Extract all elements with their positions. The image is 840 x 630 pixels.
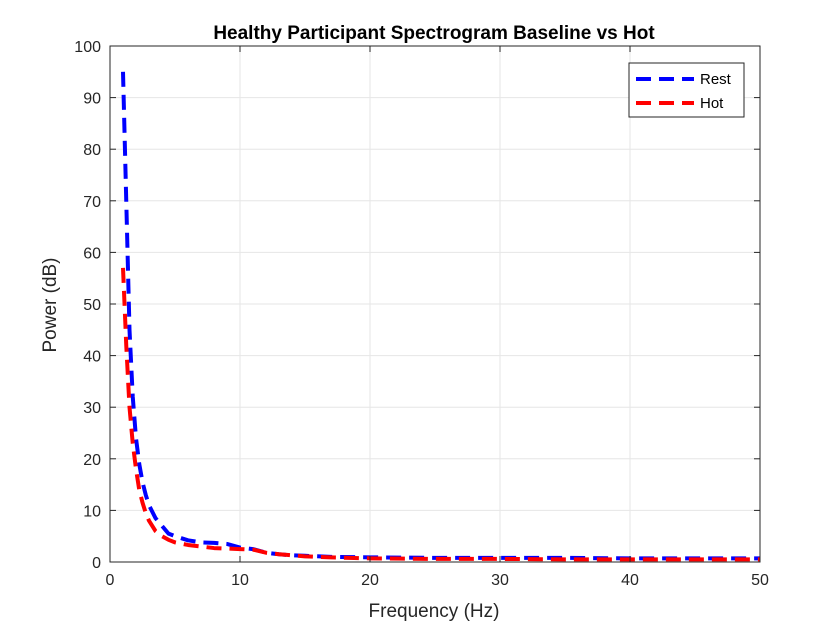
series-line-hot xyxy=(121,267,760,562)
grid-layer xyxy=(109,45,761,563)
x-tick-label-0: 0 xyxy=(106,572,115,589)
x-tick-label-30: 30 xyxy=(491,572,509,589)
y-tick-label-90: 90 xyxy=(83,91,101,108)
y-tick-label-40: 40 xyxy=(83,349,101,366)
y-tick-label-20: 20 xyxy=(83,452,101,469)
x-tick-label-10: 10 xyxy=(231,572,249,589)
y-tick-label-0: 0 xyxy=(92,555,101,572)
ticks-layer: 0 10 20 30 40 50 0 10 20 30 40 50 60 70 80 90 100 xyxy=(74,39,769,589)
series-layer xyxy=(121,71,760,562)
legend: Rest Hot xyxy=(628,62,745,118)
y-tick-label-60: 60 xyxy=(83,245,101,262)
legend-label-hot: Hot xyxy=(700,95,724,112)
y-tick-label-100: 100 xyxy=(74,39,101,56)
y-tick-label-50: 50 xyxy=(83,297,101,314)
legend-label-rest: Rest xyxy=(700,71,732,88)
x-tick-label-40: 40 xyxy=(621,572,639,589)
chart-title: Healthy Participant Spectrogram Baseline… xyxy=(213,23,655,44)
series-line-rest xyxy=(121,71,760,561)
y-tick-label-80: 80 xyxy=(83,142,101,159)
legend-box xyxy=(628,62,745,118)
x-axis-label: Frequency (Hz) xyxy=(369,601,500,622)
y-tick-label-10: 10 xyxy=(83,503,101,520)
x-tick-label-50: 50 xyxy=(751,572,769,589)
y-tick-label-70: 70 xyxy=(83,194,101,211)
x-tick-label-20: 20 xyxy=(361,572,379,589)
y-axis-label: Power (dB) xyxy=(40,257,61,352)
y-tick-label-30: 30 xyxy=(83,400,101,417)
